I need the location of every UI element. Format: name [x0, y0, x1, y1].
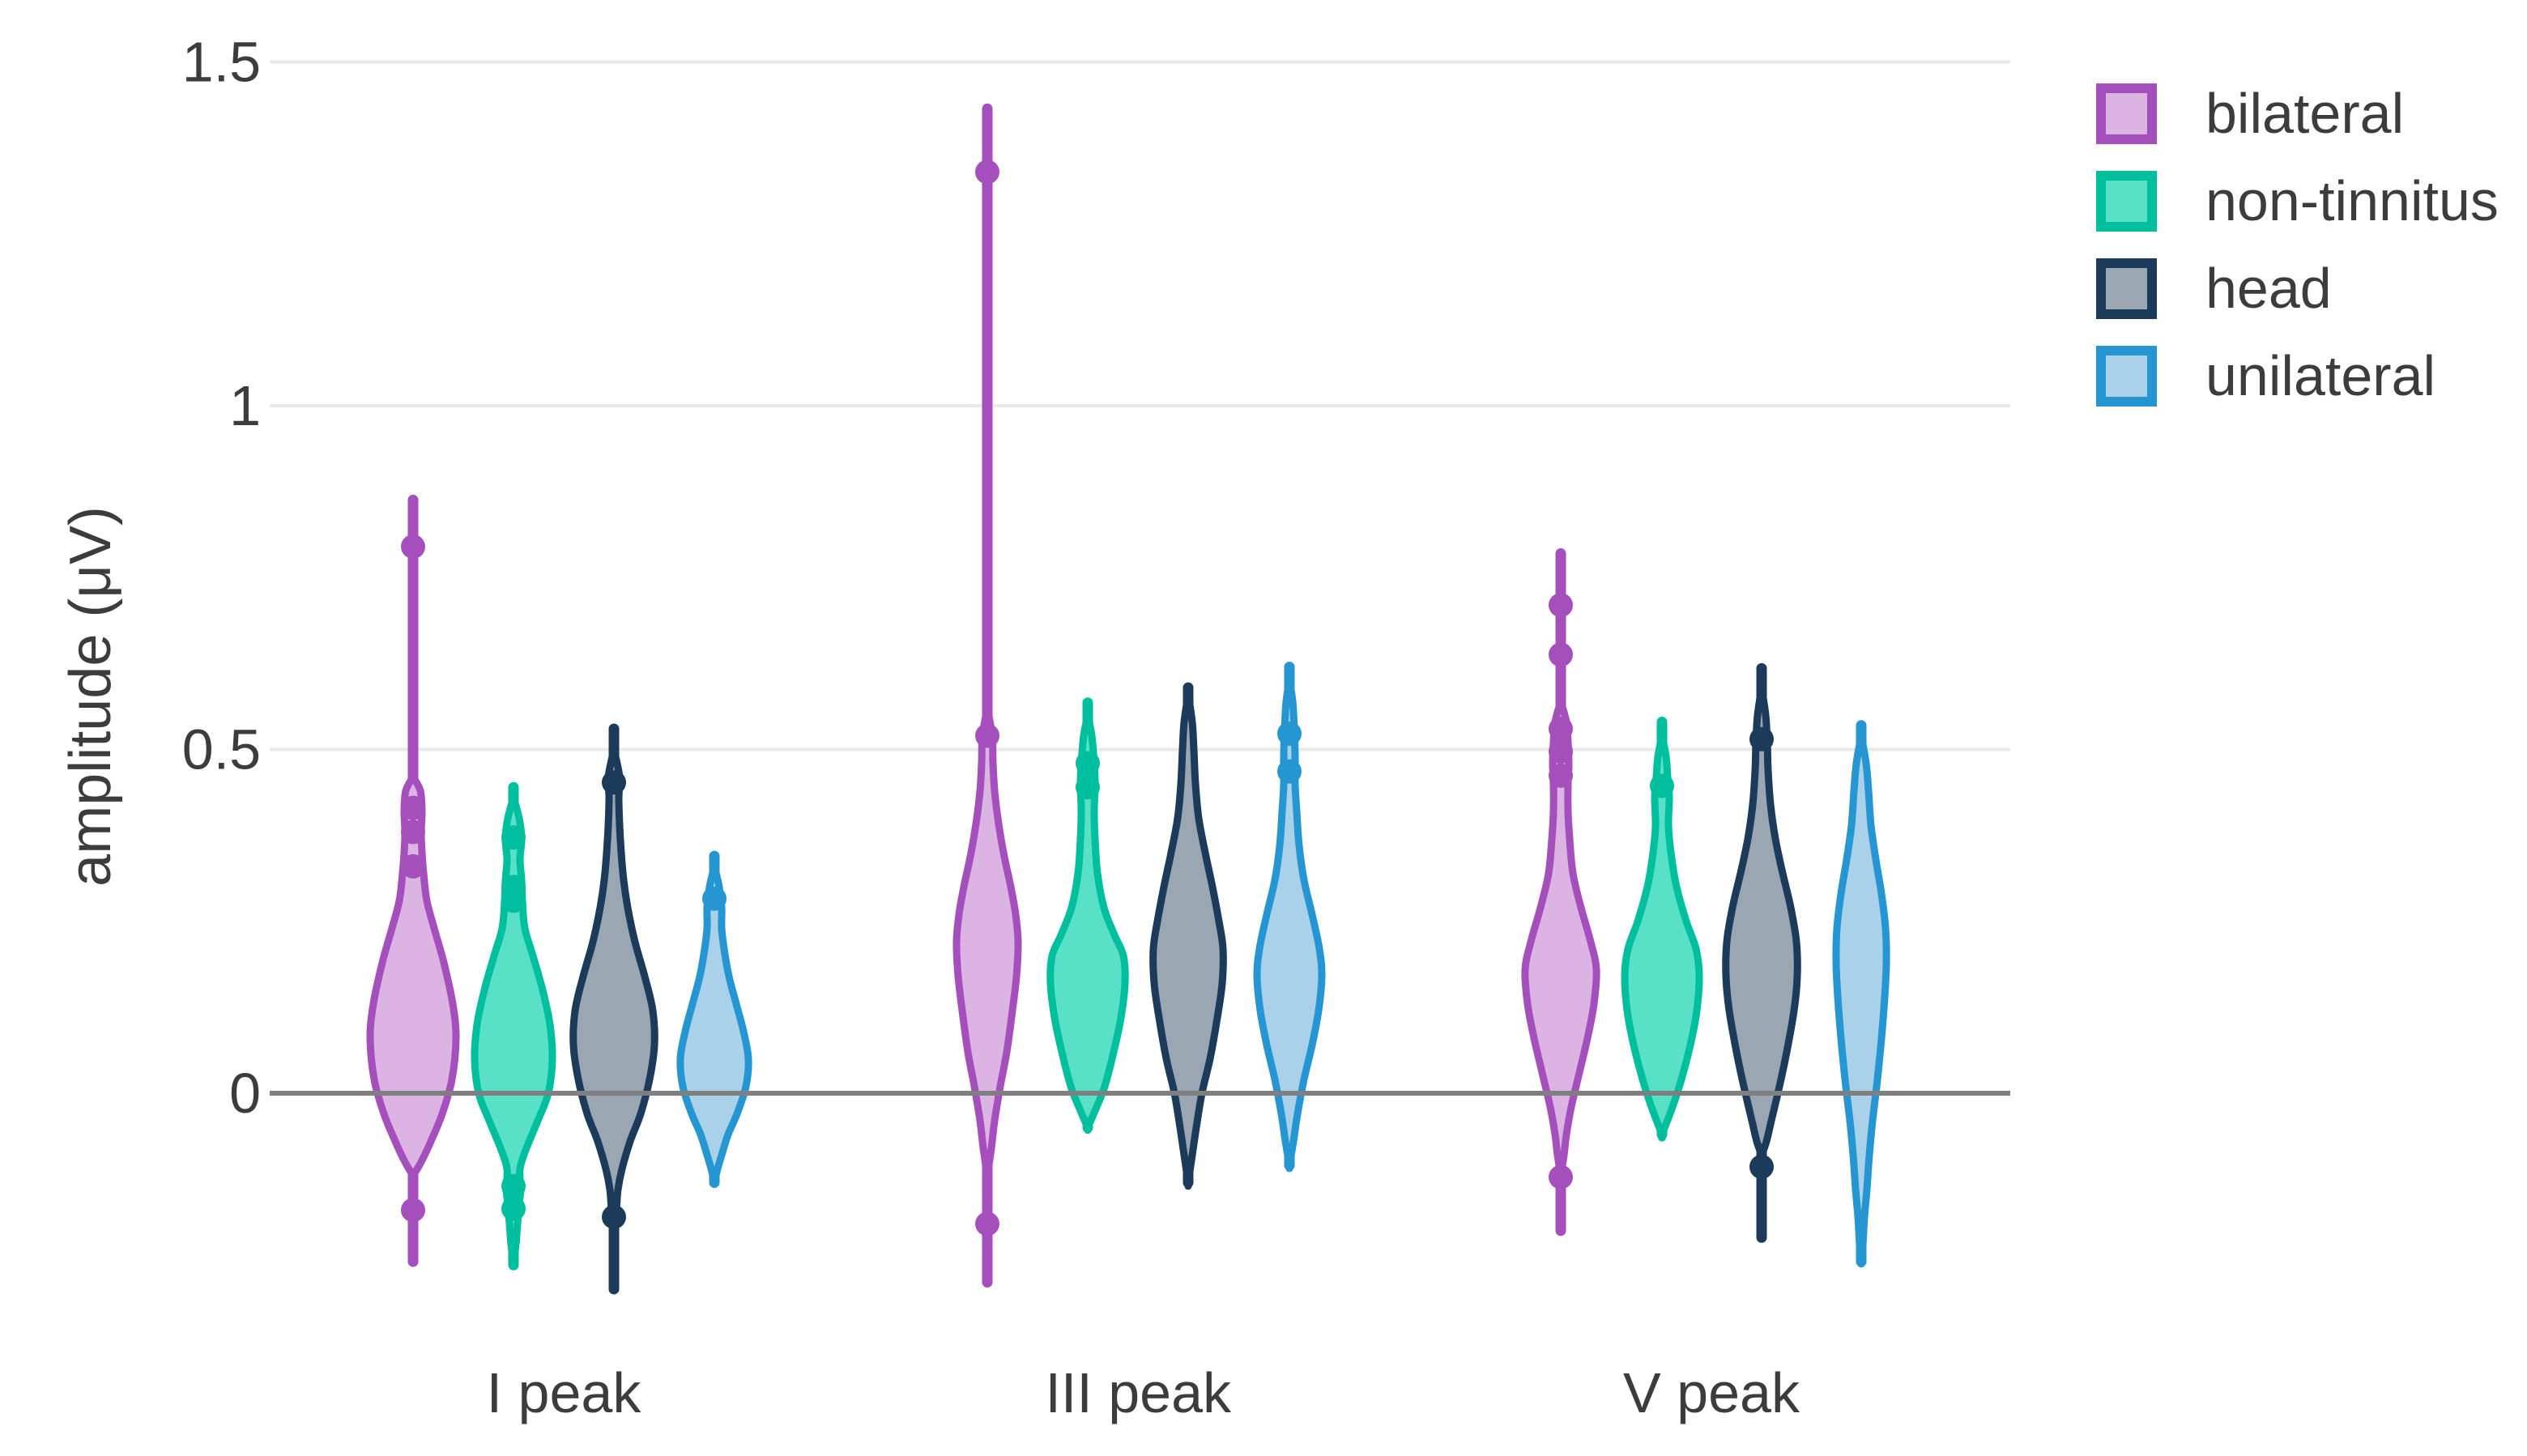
- data-point-dot-unilateral[interactable]: [1277, 759, 1302, 784]
- data-point-dot-head[interactable]: [602, 1204, 626, 1229]
- legend-item-head[interactable]: head: [2096, 258, 2499, 319]
- violin-body-bilateral-I-peak[interactable]: [366, 771, 460, 1181]
- data-point-dot-non-tinnitus[interactable]: [501, 1173, 526, 1198]
- data-point-dot-bilateral[interactable]: [401, 795, 425, 820]
- data-point-dot-bilateral[interactable]: [975, 723, 999, 748]
- data-point-dot-bilateral[interactable]: [975, 160, 999, 185]
- y-tick-label: 1: [229, 374, 261, 437]
- data-point-dot-unilateral[interactable]: [1277, 721, 1302, 746]
- data-point-dot-bilateral[interactable]: [401, 1198, 425, 1223]
- data-point-dot-bilateral[interactable]: [1549, 739, 1573, 764]
- violin-body-non-tinnitus-III-peak[interactable]: [1046, 709, 1129, 1135]
- y-tick-label: 0: [229, 1062, 261, 1125]
- y-tick-label: 1.5: [182, 31, 261, 94]
- data-point-dot-bilateral[interactable]: [1549, 642, 1573, 667]
- data-point-dot-non-tinnitus[interactable]: [501, 1196, 526, 1221]
- data-point-dot-non-tinnitus[interactable]: [501, 825, 526, 850]
- legend-label: non-tinnitus: [2205, 169, 2499, 232]
- data-point-dot-bilateral[interactable]: [401, 534, 425, 560]
- violin-body-non-tinnitus-I-peak[interactable]: [471, 791, 556, 1268]
- legend-swatch-head: [2096, 258, 2157, 319]
- x-tick-label: I peak: [487, 1361, 642, 1424]
- data-point-dot-non-tinnitus[interactable]: [1076, 751, 1100, 776]
- data-point-dot-bilateral[interactable]: [1549, 1164, 1573, 1190]
- violin-body-head-III-peak[interactable]: [1149, 687, 1227, 1190]
- data-point-dot-head[interactable]: [1749, 1154, 1774, 1179]
- legend-label: unilateral: [2205, 344, 2436, 407]
- legend-swatch-non-tinnitus: [2096, 171, 2157, 232]
- violin-body-unilateral-III-peak[interactable]: [1253, 674, 1326, 1173]
- data-point-dot-bilateral[interactable]: [401, 820, 425, 845]
- legend-item-bilateral[interactable]: bilateral: [2096, 83, 2499, 144]
- legend-label: bilateral: [2205, 82, 2405, 145]
- x-tick-label: III peak: [1045, 1361, 1232, 1424]
- violin-body-head-V-peak[interactable]: [1722, 680, 1801, 1160]
- legend-item-unilateral[interactable]: unilateral: [2096, 346, 2499, 407]
- data-point-dot-bilateral[interactable]: [401, 854, 425, 879]
- data-point-dot-bilateral[interactable]: [1549, 763, 1573, 788]
- legend-item-non-tinnitus[interactable]: non-tinnitus: [2096, 171, 2499, 232]
- data-point-dot-bilateral[interactable]: [1549, 593, 1573, 618]
- legend-swatch-bilateral: [2096, 83, 2157, 144]
- legend-swatch-unilateral: [2096, 346, 2157, 407]
- data-point-dot-bilateral[interactable]: [975, 1211, 999, 1237]
- data-point-dot-unilateral[interactable]: [702, 886, 727, 911]
- data-point-dot-non-tinnitus[interactable]: [1650, 773, 1674, 798]
- legend: bilateral non-tinnitus head unilateral: [2096, 83, 2499, 407]
- violin-body-bilateral-III-peak[interactable]: [952, 700, 1022, 1183]
- y-axis-title: amplitude (μV): [58, 506, 123, 887]
- violin-body-non-tinnitus-V-peak[interactable]: [1621, 729, 1703, 1142]
- data-point-dot-head[interactable]: [602, 770, 626, 795]
- data-point-dot-non-tinnitus[interactable]: [1076, 775, 1100, 800]
- data-point-dot-non-tinnitus[interactable]: [501, 888, 526, 913]
- data-point-dot-bilateral[interactable]: [1549, 717, 1573, 742]
- x-tick-label: V peak: [1623, 1361, 1800, 1424]
- data-point-dot-head[interactable]: [1749, 726, 1774, 751]
- violin-body-head-I-peak[interactable]: [569, 742, 658, 1237]
- violin-body-unilateral-V-peak[interactable]: [1832, 728, 1890, 1268]
- y-tick-label: 0.5: [182, 718, 261, 781]
- violin-body-unilateral-I-peak[interactable]: [676, 860, 752, 1188]
- legend-label: head: [2205, 257, 2332, 320]
